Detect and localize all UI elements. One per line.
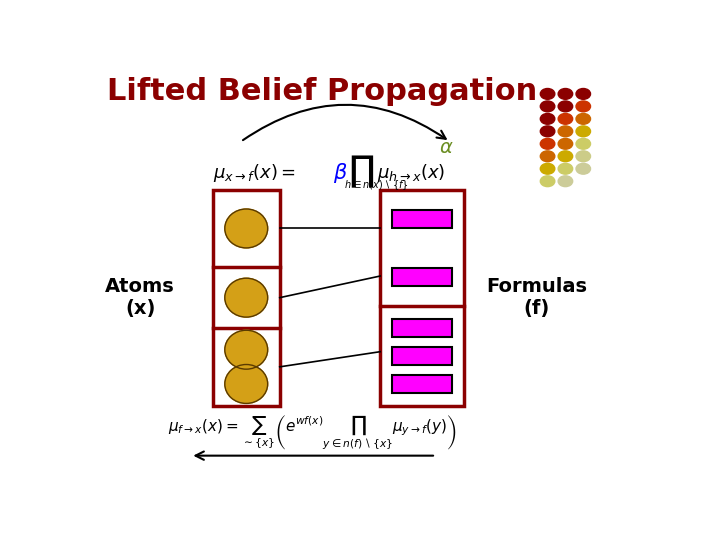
- Circle shape: [558, 101, 572, 112]
- Circle shape: [540, 163, 555, 174]
- Circle shape: [558, 138, 572, 149]
- Bar: [392, 375, 452, 393]
- Bar: [392, 319, 452, 338]
- FancyArrowPatch shape: [196, 451, 433, 460]
- Circle shape: [540, 138, 555, 149]
- Circle shape: [540, 151, 555, 161]
- Circle shape: [576, 151, 590, 161]
- Circle shape: [558, 89, 572, 99]
- Circle shape: [576, 126, 590, 137]
- Ellipse shape: [225, 330, 268, 369]
- Circle shape: [540, 126, 555, 137]
- Circle shape: [576, 163, 590, 174]
- Text: $\beta$: $\beta$: [333, 161, 348, 185]
- Circle shape: [558, 151, 572, 161]
- Bar: [213, 190, 279, 406]
- Text: $\prod$: $\prod$: [348, 154, 374, 190]
- Text: Formulas
(f): Formulas (f): [486, 277, 587, 318]
- Text: $\mu_{x \rightarrow f}(x) = $: $\mu_{x \rightarrow f}(x) = $: [213, 162, 296, 184]
- Circle shape: [576, 89, 590, 99]
- Circle shape: [576, 101, 590, 112]
- Ellipse shape: [225, 209, 268, 248]
- Circle shape: [540, 101, 555, 112]
- Bar: [392, 268, 452, 286]
- Circle shape: [558, 163, 572, 174]
- Circle shape: [540, 176, 555, 187]
- Ellipse shape: [225, 364, 268, 403]
- Text: $\alpha$: $\alpha$: [438, 138, 454, 158]
- FancyArrowPatch shape: [243, 105, 446, 140]
- Text: Atoms
(x): Atoms (x): [105, 277, 175, 318]
- Text: $\mu_{h \rightarrow x}(x)$: $\mu_{h \rightarrow x}(x)$: [377, 162, 446, 184]
- Text: $h \in n(x) \setminus \{f\}$: $h \in n(x) \setminus \{f\}$: [344, 179, 408, 192]
- Ellipse shape: [225, 278, 268, 317]
- Circle shape: [558, 176, 572, 187]
- Bar: [392, 210, 452, 228]
- Text: $\mu_{f \rightarrow x}(x) = \sum_{\sim\{x\}}\left(e^{wf(x)}\prod_{y \in n(f) \se: $\mu_{f \rightarrow x}(x) = \sum_{\sim\{…: [168, 414, 457, 452]
- Circle shape: [558, 113, 572, 124]
- Circle shape: [540, 89, 555, 99]
- Circle shape: [558, 126, 572, 137]
- Bar: [392, 347, 452, 365]
- Circle shape: [576, 138, 590, 149]
- Circle shape: [576, 113, 590, 124]
- Text: Lifted Belief Propagation: Lifted Belief Propagation: [107, 77, 537, 106]
- Circle shape: [540, 113, 555, 124]
- Bar: [380, 190, 464, 406]
